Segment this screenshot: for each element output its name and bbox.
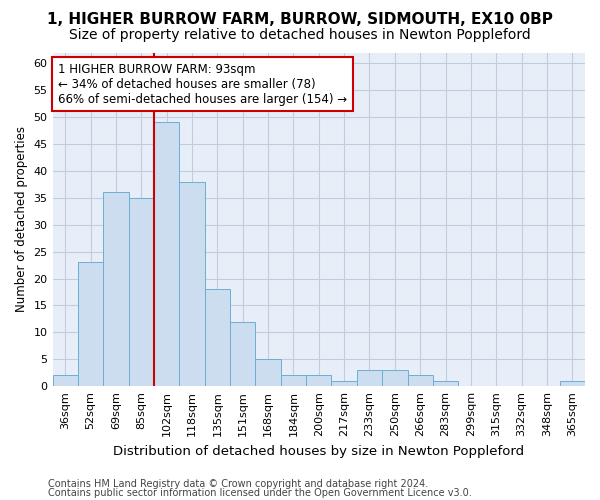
Y-axis label: Number of detached properties: Number of detached properties [15,126,28,312]
Bar [357,370,382,386]
Bar [331,381,357,386]
Bar [560,381,585,386]
Bar [154,122,179,386]
Text: 1, HIGHER BURROW FARM, BURROW, SIDMOUTH, EX10 0BP: 1, HIGHER BURROW FARM, BURROW, SIDMOUTH,… [47,12,553,28]
Text: Contains public sector information licensed under the Open Government Licence v3: Contains public sector information licen… [48,488,472,498]
Bar [179,182,205,386]
Bar [256,360,281,386]
Bar [407,376,433,386]
Text: 1 HIGHER BURROW FARM: 93sqm
← 34% of detached houses are smaller (78)
66% of sem: 1 HIGHER BURROW FARM: 93sqm ← 34% of det… [58,62,347,106]
Bar [281,376,306,386]
Bar [306,376,331,386]
Text: Size of property relative to detached houses in Newton Poppleford: Size of property relative to detached ho… [69,28,531,42]
Bar [433,381,458,386]
Text: Contains HM Land Registry data © Crown copyright and database right 2024.: Contains HM Land Registry data © Crown c… [48,479,428,489]
Bar [382,370,407,386]
Bar [205,290,230,386]
Bar [53,376,78,386]
X-axis label: Distribution of detached houses by size in Newton Poppleford: Distribution of detached houses by size … [113,444,524,458]
Bar [103,192,128,386]
Bar [230,322,256,386]
Bar [78,262,103,386]
Bar [128,198,154,386]
